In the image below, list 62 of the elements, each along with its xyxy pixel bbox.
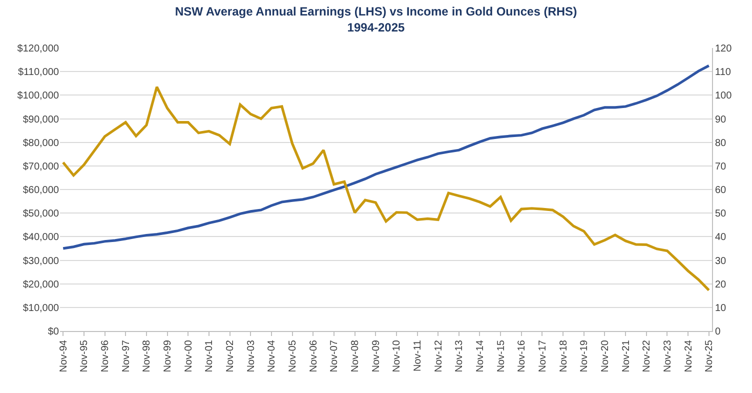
x-tick-label: Nov-95 <box>79 340 90 372</box>
y-tick-label: $70,000 <box>22 161 60 172</box>
y2-tick-label: 120 <box>715 44 732 54</box>
y2-tick-label: 0 <box>715 326 721 338</box>
x-tick-label: Nov-25 <box>704 340 716 372</box>
x-tick-label: Nov-98 <box>142 340 153 372</box>
x-tick-label: Nov-09 <box>370 340 382 372</box>
y2-tick-label: 60 <box>715 185 727 196</box>
chart-subtitle: 1994-2025 <box>347 20 406 34</box>
x-tick-label: Nov-08 <box>350 340 361 372</box>
y-tick-label: $30,000 <box>22 256 60 267</box>
y2-tick-label: 70 <box>715 161 727 172</box>
x-tick-label: Nov-05 <box>288 340 299 372</box>
y2-tick-label: 30 <box>715 256 727 267</box>
x-tick-label: Nov-01 <box>204 340 216 372</box>
x-tick-label: Nov-04 <box>266 340 278 372</box>
x-tick-label: Nov-02 <box>225 340 236 372</box>
y-tick-label: $10,000 <box>22 302 60 314</box>
x-tick-label: Nov-07 <box>329 340 340 372</box>
x-tick-label: Nov-21 <box>620 340 632 372</box>
y-tick-label: $0 <box>48 326 60 338</box>
x-tick-label: Nov-20 <box>600 340 611 372</box>
y-tick-label: $50,000 <box>22 208 60 220</box>
chart-title: NSW Average Annual Earnings (LHS) vs Income in Gold Ounces (RHS) <box>174 4 578 19</box>
y2-tick-label: 80 <box>715 138 727 149</box>
x-tick-label: Nov-18 <box>558 340 570 372</box>
x-tick-label: Nov-13 <box>454 340 466 372</box>
y-tick-label: $90,000 <box>22 114 60 126</box>
y2-tick-label: 20 <box>715 279 727 290</box>
line-series <box>62 86 710 292</box>
y2-tick-label: 90 <box>715 114 727 126</box>
x-tick-label: Nov-06 <box>308 340 320 372</box>
y-tick-label: $40,000 <box>22 232 60 244</box>
x-tick-label: Nov-24 <box>683 340 694 372</box>
x-tick-label: Nov-03 <box>246 340 257 372</box>
x-tick-label: Nov-00 <box>183 340 194 372</box>
y2-tick-label: 110 <box>715 67 732 78</box>
y-tick-label: $100,000 <box>17 90 60 102</box>
y-tick-label: $20,000 <box>22 279 60 290</box>
x-tick-label: Nov-15 <box>496 340 507 372</box>
y-tick-label: $60,000 <box>22 185 60 196</box>
y2-tick-label: 40 <box>715 232 727 244</box>
line-series <box>62 64 710 250</box>
x-tick-label: Nov-99 <box>162 340 174 372</box>
x-tick-label: Nov-94 <box>58 340 70 372</box>
x-tick-label: Nov-23 <box>662 340 674 372</box>
x-tick-label: Nov-17 <box>537 340 548 372</box>
x-tick-label: Nov-14 <box>474 340 486 372</box>
y2-tick-label: 100 <box>715 90 732 102</box>
x-tick-label: Nov-16 <box>516 340 528 372</box>
y2-tick-label: 50 <box>715 208 727 220</box>
y2-tick-label: 10 <box>715 302 727 314</box>
y-tick-label: $120,000 <box>17 44 60 54</box>
x-tick-label: Nov-97 <box>120 340 132 372</box>
y-tick-label: $80,000 <box>22 138 60 149</box>
x-tick-label: Nov-19 <box>579 340 590 372</box>
x-tick-label: Nov-11 <box>412 340 424 372</box>
x-tick-label: Nov-10 <box>392 340 403 372</box>
x-tick-label: Nov-22 <box>642 340 653 372</box>
x-tick-label: Nov-12 <box>433 340 444 372</box>
x-tick-label: Nov-96 <box>100 340 112 372</box>
y-tick-label: $110,000 <box>18 67 60 78</box>
